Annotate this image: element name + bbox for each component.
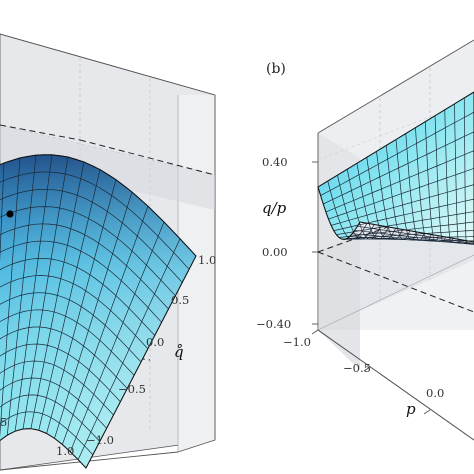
panel-a-surface-mesh-line: [30, 161, 85, 429]
panel-b-label: (b): [266, 61, 286, 77]
panel-a: 1.0 0.5 0.0 −0.5 −1.0 1.0 5 q̊: [0, 33, 216, 471]
panel-b-surface-mesh-line: [454, 103, 461, 244]
panel-a-surface-mesh-line: [77, 238, 181, 460]
panel-a-surface-mesh-line: [0, 377, 107, 429]
panel-a-marker-point: [6, 210, 14, 218]
panel-a-surface-mesh-line: [0, 326, 128, 389]
panel-a-x-tick: 5: [0, 415, 7, 429]
panel-b-surface-fill: [318, 92, 474, 245]
panel-b-x-tick: −1.0: [283, 335, 311, 349]
panel-b-x-axis-label: p: [406, 400, 416, 418]
panel-a-reference-dash: [79, 139, 216, 176]
panel-a-y-tick: −1.0: [86, 433, 114, 447]
panel-b-z-tick: 0.40: [262, 155, 288, 169]
panel-b-z-tick: 0.00: [262, 245, 288, 259]
panel-b-surface-mesh-line: [354, 229, 474, 245]
panel-b-surface-mesh-line: [357, 225, 474, 244]
panel-b-x-tick: −0.5: [343, 361, 371, 375]
panel-b-x-axis-tick: [311, 329, 319, 335]
panel-a-frame-edge: [177, 439, 216, 453]
panel-a-frame-edge: [0, 33, 216, 96]
panel-a-surface-mesh-line: [62, 206, 149, 445]
panel-a-surface-mesh-line: [46, 179, 117, 434]
panel-a-y-tick: −0.5: [118, 382, 146, 396]
panel-a-surface-mesh-line: [69, 221, 165, 452]
panel-a-surface-mesh-line: [0, 162, 5, 262]
panel-a-y-tick: 0.0: [146, 335, 164, 349]
panel-b: (b) 0.40 0.00 −0.40 q/p −1.0 −0.5: [256, 39, 474, 441]
panel-a-surface-mesh-line: [0, 309, 135, 376]
panel-a-y-axis-label: q̊: [174, 343, 184, 361]
panel-a-reference-dash: [0, 124, 81, 141]
panel-a-surface-mesh-line: [54, 191, 133, 439]
panel-b-z-tick: −0.40: [256, 317, 291, 331]
panel-a-surface-mesh-line: [0, 394, 101, 442]
panel-b-surface-mesh-line: [405, 133, 425, 241]
panel-a-surface-mesh-line: [0, 343, 121, 403]
panel-a-reference-plane: [0, 125, 215, 210]
panel-a-x-tick: 1.0: [56, 444, 74, 458]
panel-b-x-axis-tick: [363, 366, 371, 372]
panel-b-x-axis-line: [317, 329, 474, 441]
panel-a-surface-mesh-line: [0, 360, 114, 416]
panel-a-y-tick: 1.0: [198, 253, 216, 267]
panel-b-z-axis-label: q/p: [262, 199, 287, 217]
panel-b-frame-edge: [317, 39, 474, 134]
panel-b-frame-edge: [317, 254, 474, 331]
panel-a-surface-mesh-line: [0, 411, 94, 456]
panel-a-surface-shading: [0, 154, 196, 468]
panel-a-surface-mesh-line: [38, 169, 101, 431]
panel-a-surface: [0, 154, 197, 469]
panel-b-reference-dash: [317, 251, 474, 313]
panel-a-y-tick: 0.5: [171, 293, 189, 307]
panel-b-x-axis-tick: [423, 409, 431, 415]
panel-b-surface-mesh-line: [463, 97, 468, 245]
panel-b-surface-mesh-line: [349, 236, 474, 244]
panel-b-surface: [317, 91, 474, 245]
panel-a-surface-mesh-line: [0, 292, 142, 363]
panel-b-surface-mesh-line: [352, 233, 474, 245]
panel-b-surface-outline: [317, 91, 474, 245]
panel-a-surface-outline: [0, 154, 197, 469]
panel-b-x-tick: 0.0: [426, 386, 444, 400]
